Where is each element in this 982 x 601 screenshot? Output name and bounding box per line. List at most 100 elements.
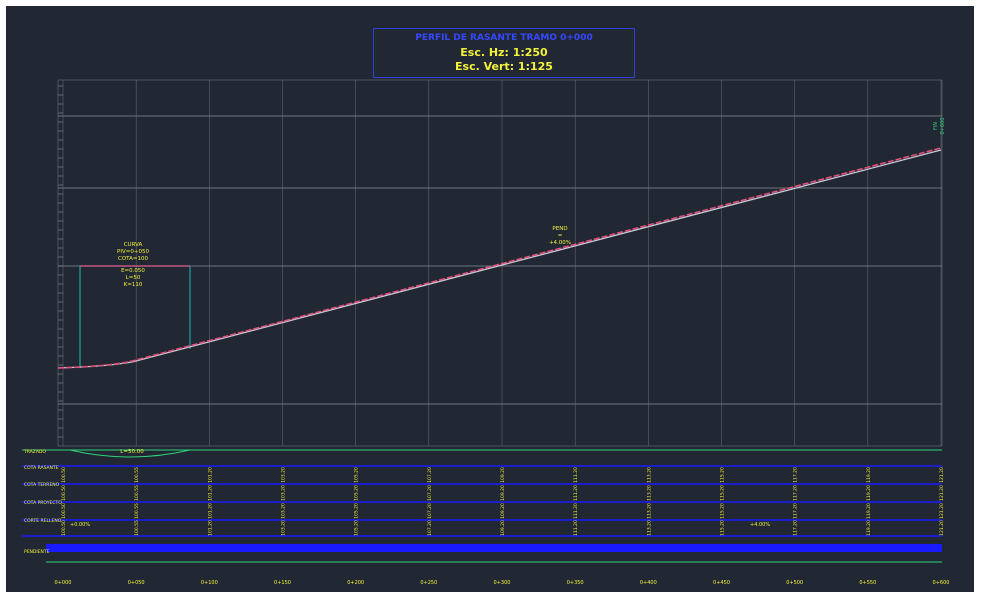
band-label: PENDIENTE [24, 549, 50, 555]
band-value: 101.20 [207, 467, 213, 483]
station-label: 0+400 [640, 580, 657, 586]
band-value: 101.20 [207, 503, 213, 519]
station-label: 0+250 [420, 580, 437, 586]
curve-length-label: L=50.00 [120, 449, 144, 455]
station-label: 0+550 [859, 580, 876, 586]
band-value: 121.20 [939, 485, 945, 501]
band-value: 100.55 [134, 467, 140, 483]
band-value: 119.20 [866, 485, 872, 501]
band-value: 105.20 [354, 467, 360, 483]
band-value: 117.20 [793, 467, 799, 483]
band-value: 121.20 [939, 503, 945, 519]
band-value: 105.20 [354, 503, 360, 519]
band-value: 117.20 [793, 503, 799, 519]
grade-note: +4.00% [549, 240, 571, 246]
station-label: 0+050 [128, 580, 145, 586]
pendiente-value: +0.00% [70, 522, 90, 528]
band-value: 117.20 [793, 520, 799, 536]
band-value: 119.20 [866, 467, 872, 483]
vertical-grid [62, 80, 942, 446]
band-value: 115.20 [720, 485, 726, 501]
band-value: 121.20 [939, 467, 945, 483]
station-label: 0+450 [713, 580, 730, 586]
band-value: 111.20 [573, 520, 579, 536]
band-value: 107.20 [427, 485, 433, 501]
curve-box-line: L=50 [126, 275, 141, 281]
band-label: CORTE RELLENO [24, 518, 62, 524]
band-value: 113.20 [646, 467, 652, 483]
band-value: 101.20 [207, 485, 213, 501]
band-value: 105.20 [354, 485, 360, 501]
band-value: 117.20 [793, 485, 799, 501]
band-value: 115.20 [720, 520, 726, 536]
band-value: 109.20 [500, 503, 506, 519]
band-value: 100.50 [61, 467, 67, 483]
curve-box-line: E=0.050 [121, 268, 145, 274]
station-label: 0+100 [201, 580, 218, 586]
band-label: TRAZADO [23, 449, 46, 455]
horizontal-scale: Esc. Hz: 1:250 [460, 46, 548, 59]
band-bar [46, 544, 942, 552]
station-label: 0+500 [786, 580, 803, 586]
grade-note: = [558, 233, 563, 239]
band-value: 103.20 [281, 503, 287, 519]
left-axis-ticks [58, 85, 63, 438]
grade-note: PEND [552, 226, 567, 232]
band-value: 111.20 [573, 503, 579, 519]
band-value: 113.20 [646, 520, 652, 536]
curve-box-line: COTA=100 [118, 256, 148, 262]
station-label: 0+600 [933, 580, 950, 586]
band-value: 113.20 [646, 485, 652, 501]
station-label: 0+350 [567, 580, 584, 586]
band-value: 100.50 [61, 485, 67, 501]
station-labels: 0+000 0+050 0+100 0+150 0+200 0+250 0+300 0+350… [55, 580, 950, 586]
band-value: 103.20 [281, 485, 287, 501]
station-label: 0+150 [274, 580, 291, 586]
band-value: 115.20 [720, 503, 726, 519]
band-label: COTA TERRENO [24, 482, 60, 488]
band-value: 111.20 [573, 485, 579, 501]
profile-grade-line [57, 147, 942, 369]
profile-frame [57, 79, 943, 447]
band-label: COTA PROYECTO [24, 500, 62, 506]
band-value: 115.20 [720, 467, 726, 483]
end-label: FIN [933, 122, 939, 130]
band-value: 111.20 [573, 467, 579, 483]
band-value: 119.20 [866, 503, 872, 519]
end-label: 0+600 [940, 118, 946, 135]
horizontal-curve [69, 449, 191, 458]
band-value: 109.20 [500, 520, 506, 536]
vertical-scale: Esc. Vert: 1:125 [455, 60, 553, 73]
band-value: 100.55 [134, 485, 140, 501]
drawing-title: PERFIL DE RASANTE TRAMO 0+000 [415, 33, 593, 43]
band-value: 107.20 [427, 520, 433, 536]
band-value: 109.20 [500, 485, 506, 501]
band-value: 100.55 [134, 503, 140, 519]
band-value: 103.20 [281, 520, 287, 536]
band-value: 119.20 [866, 520, 872, 536]
band-value: 121.20 [939, 520, 945, 536]
band-value: 103.20 [281, 467, 287, 483]
profile-drawing: CURVA PIV=0+050 COTA=100 E=0.050 L=50 K=… [22, 79, 950, 586]
data-bands: TRAZADO COTA RASANTE COTA TERRENO COTA PROY… [22, 449, 942, 563]
band-value: 113.20 [646, 503, 652, 519]
band-value: 100.55 [134, 520, 140, 536]
title-block: PERFIL DE RASANTE TRAMO 0+000 Esc. Hz: 1… [373, 28, 635, 78]
station-label: 0+000 [55, 580, 72, 586]
band-label: COTA RASANTE [24, 465, 59, 471]
band-value: 107.20 [427, 467, 433, 483]
station-label: 0+200 [347, 580, 364, 586]
station-label: 0+300 [494, 580, 511, 586]
band-value: 100.50 [61, 520, 67, 536]
band-value: 100.50 [61, 503, 67, 519]
band-value: 107.20 [427, 503, 433, 519]
band-value: 105.20 [354, 520, 360, 536]
band-values: 100.50100.50100.50100.50100.55100.55100.… [61, 467, 945, 536]
band-value: 109.20 [500, 467, 506, 483]
pendiente-value: +4.00% [750, 522, 770, 528]
curve-box-line: CURVA [124, 242, 143, 248]
curve-box-line: PIV=0+050 [117, 249, 149, 255]
curve-box-line: K=110 [124, 282, 143, 288]
band-value: 101.20 [207, 520, 213, 536]
